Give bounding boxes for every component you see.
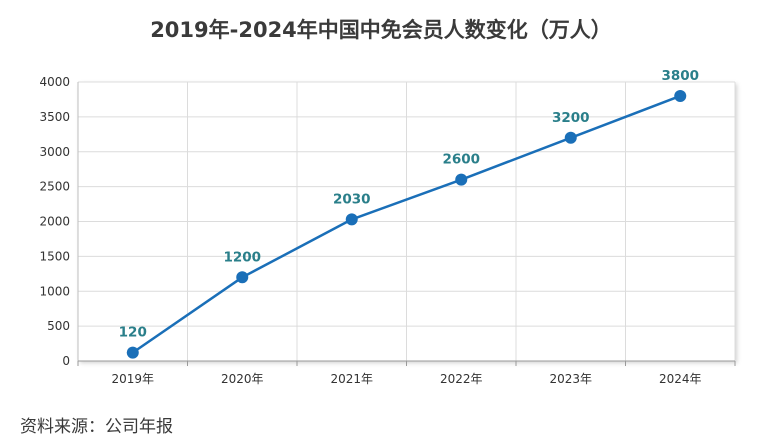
x-tick-label: 2022年 [440,372,483,386]
y-tick-label: 1500 [39,249,70,263]
x-tick-label: 2023年 [549,372,592,386]
axes: 0 500 1000 1500 2000 2500 3000 3500 4000 2019年 202… [39,75,736,386]
data-label: 3800 [661,68,699,84]
x-tick-label: 2019年 [111,372,154,386]
y-tick-label: 3000 [39,145,70,159]
data-label: 3200 [552,110,590,126]
chart-title: 2019年-2024年中国中免会员人数变化（万人） [150,18,612,42]
data-point [126,346,139,359]
data-labels: 120 1200 2030 2600 3200 3800 [119,68,699,341]
data-point [345,213,358,226]
data-point [236,271,249,284]
series-line-path [131,94,682,354]
data-label: 2030 [333,191,371,207]
y-tick-label: 0 [62,354,70,368]
x-tick-label: 2024年 [659,372,702,386]
y-tick-label: 500 [47,319,70,333]
y-tick-label: 3500 [39,110,70,124]
x-tick-label: 2020年 [221,372,264,386]
series-line [126,89,687,359]
y-tick-label: 1000 [39,284,70,298]
data-label: 2600 [442,152,480,168]
y-tick-label: 2500 [39,180,70,194]
data-point [564,131,577,144]
data-label: 120 [119,325,147,341]
data-point [674,89,687,102]
source-note: 资料来源：公司年报 [20,417,173,437]
x-tick-label: 2021年 [330,372,373,386]
y-tick-label: 2000 [39,215,70,229]
y-tick-label: 4000 [39,75,70,89]
data-point [455,173,468,186]
data-label: 1200 [223,249,261,265]
